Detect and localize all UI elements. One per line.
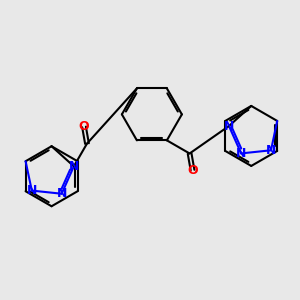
Text: N: N — [224, 119, 234, 133]
Text: N: N — [27, 184, 37, 197]
Text: N: N — [69, 160, 79, 173]
Text: O: O — [187, 164, 198, 177]
Text: O: O — [79, 121, 89, 134]
Text: N: N — [56, 187, 67, 200]
Text: N: N — [266, 144, 276, 157]
Text: N: N — [236, 147, 246, 160]
